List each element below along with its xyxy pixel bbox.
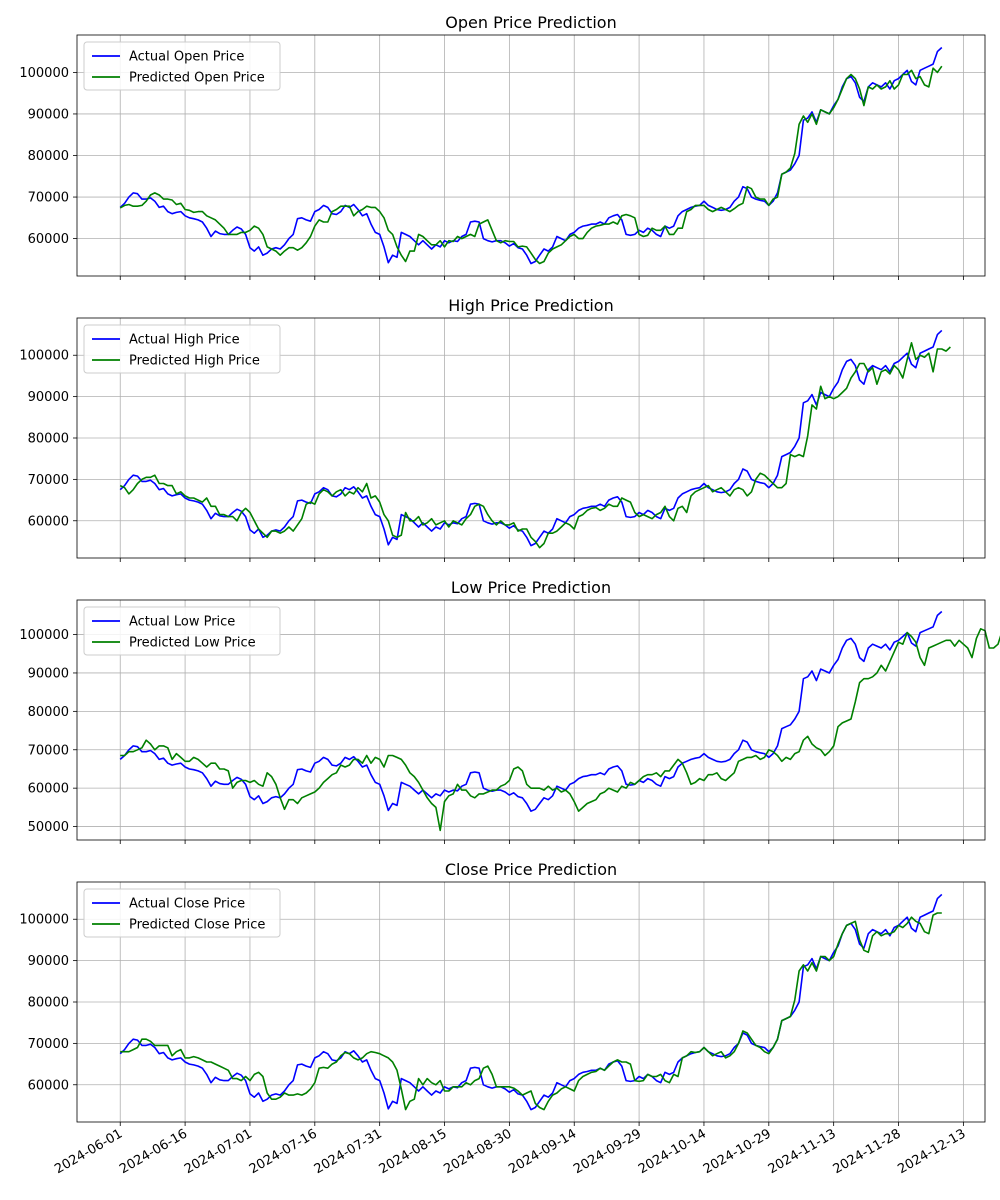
plot-frame <box>76 34 986 277</box>
legend-box <box>83 888 281 938</box>
plot-frame <box>76 317 986 559</box>
x-tick-label: 2024-07-01 <box>182 1126 255 1177</box>
y-tick-label: 100000 <box>19 628 69 643</box>
legend-label: Predicted Close Price <box>129 918 265 933</box>
y-tick-label: 50000 <box>28 820 69 835</box>
legend-box <box>83 324 281 374</box>
x-tick-label: 2024-10-29 <box>701 1126 774 1177</box>
y-tick-label: 80000 <box>28 996 69 1011</box>
y-tick-label: 90000 <box>28 107 69 122</box>
y-tick-label: 90000 <box>28 390 69 405</box>
x-tick-label: 2024-11-13 <box>766 1126 839 1177</box>
legend-box <box>83 41 281 91</box>
y-tick-label: 100000 <box>19 349 69 364</box>
x-tick-label: 2024-09-29 <box>571 1126 644 1177</box>
chart-panel-1: 60000 70000 80000 90000 100000 Open Price Pre… <box>19 13 986 280</box>
y-tick-label: 80000 <box>28 432 69 447</box>
x-tick-label: 2024-10-14 <box>636 1126 709 1177</box>
x-tick-label: 2024-11-28 <box>831 1126 904 1177</box>
y-tick-label: 70000 <box>28 743 69 758</box>
chart-title: Close Price Prediction <box>445 860 617 879</box>
plot-frame <box>76 599 986 841</box>
x-tick-label: 2024-07-31 <box>312 1126 385 1177</box>
predicted-series-line <box>119 341 951 549</box>
legend-label: Actual High Price <box>129 333 240 348</box>
y-tick-label: 60000 <box>28 514 69 529</box>
x-tick-label: 2024-06-16 <box>117 1126 190 1177</box>
y-tick-label: 90000 <box>28 954 69 969</box>
x-tick-label: 2024-07-16 <box>247 1126 320 1177</box>
y-tick-label: 100000 <box>19 913 69 928</box>
y-tick-label: 80000 <box>28 149 69 164</box>
legend-label: Actual Open Price <box>129 50 244 65</box>
legend-label: Predicted Low Price <box>129 636 256 651</box>
x-tick-label: 2024-12-13 <box>895 1126 968 1177</box>
actual-series-line <box>119 329 943 547</box>
chart-panel-2: 60000 70000 80000 90000 100000 High Price Pre… <box>19 296 986 562</box>
chart-panel-3: 50000 60000 70000 80000 90000 100000 Low Price… <box>19 578 1000 844</box>
legend-label: Predicted High Price <box>129 354 260 369</box>
x-tick-label: 2024-09-14 <box>506 1126 579 1177</box>
legend-box <box>83 606 281 656</box>
plot-frame <box>76 881 986 1123</box>
y-tick-label: 90000 <box>28 666 69 681</box>
x-tick-label: 2024-08-15 <box>377 1126 450 1177</box>
chart-title: Low Price Prediction <box>451 578 611 597</box>
chart-panel-4: 2024-06-012024-06-162024-07-012024-07-16… <box>19 860 986 1177</box>
legend-label: Actual Close Price <box>129 897 245 912</box>
y-tick-label: 60000 <box>28 1078 69 1093</box>
actual-series-line <box>119 610 943 813</box>
y-tick-label: 70000 <box>28 1037 69 1052</box>
chart-title: Open Price Prediction <box>445 13 616 32</box>
legend-label: Predicted Open Price <box>129 71 265 86</box>
x-tick-label: 2024-08-30 <box>441 1126 514 1177</box>
y-tick-label: 100000 <box>19 66 69 81</box>
y-tick-label: 80000 <box>28 705 69 720</box>
y-tick-label: 70000 <box>28 191 69 206</box>
predicted-series-line <box>120 912 942 1111</box>
x-tick-label: 2024-06-01 <box>52 1126 125 1177</box>
chart-title: High Price Prediction <box>448 296 613 315</box>
y-tick-label: 70000 <box>28 473 69 488</box>
predicted-series-line <box>120 627 1000 832</box>
y-tick-label: 60000 <box>28 782 69 797</box>
predicted-series-line <box>119 65 943 265</box>
y-tick-label: 60000 <box>28 232 69 247</box>
legend-label: Actual Low Price <box>129 615 235 630</box>
